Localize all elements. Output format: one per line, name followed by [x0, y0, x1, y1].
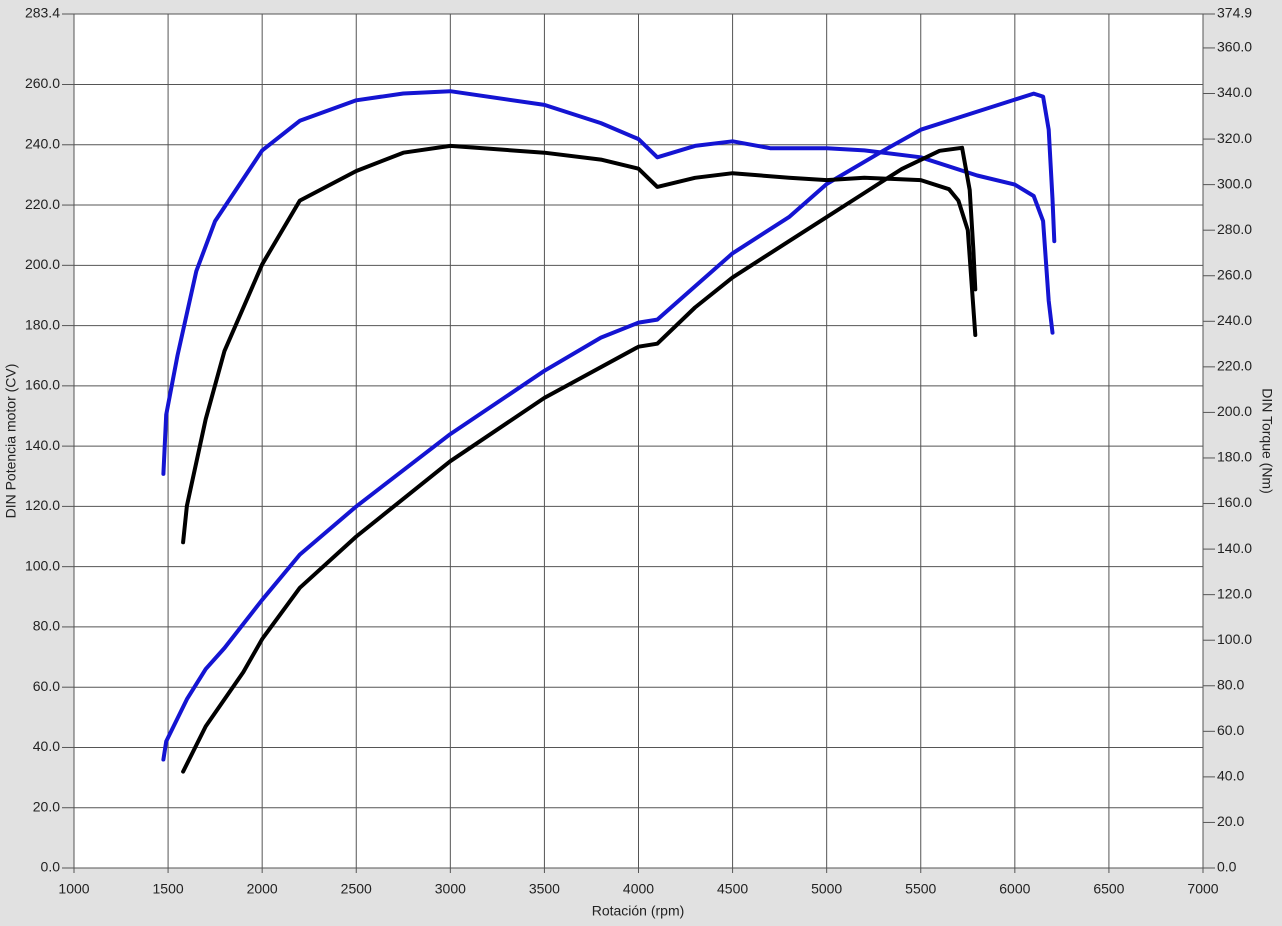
y2-tick-label: 200.0 — [1217, 403, 1252, 419]
y2-tick-label: 160.0 — [1217, 494, 1252, 510]
y2-tick-label: 100.0 — [1217, 631, 1252, 647]
y-axis-label: DIN Potencia motor (CV) — [3, 364, 19, 519]
series-line — [161, 91, 1057, 762]
y-tick-label: 40.0 — [33, 738, 60, 754]
y2-tick-label: 340.0 — [1217, 84, 1252, 100]
y-tick-label: 0.0 — [41, 859, 61, 875]
y-tick-label: 283.4 — [25, 5, 60, 21]
x-tick-label: 1500 — [153, 881, 184, 897]
y2-tick-label: 20.0 — [1217, 813, 1244, 829]
series-line — [181, 143, 978, 545]
y-tick-label: 240.0 — [25, 135, 60, 151]
x-tick-label: 1000 — [58, 881, 89, 897]
y2-tick-label: 220.0 — [1217, 358, 1252, 374]
y2-tick-label: 240.0 — [1217, 312, 1252, 328]
x-tick-label: 3000 — [435, 881, 466, 897]
y-tick-label: 100.0 — [25, 557, 60, 573]
y2-tick-label: 320.0 — [1217, 130, 1252, 146]
y2-tick-label: 0.0 — [1217, 859, 1237, 875]
y2-tick-label: 40.0 — [1217, 768, 1244, 784]
series-line — [161, 89, 1055, 476]
y2-tick-label: 180.0 — [1217, 449, 1252, 465]
y-tick-label: 200.0 — [25, 256, 60, 272]
x-axis-label: Rotación (rpm) — [592, 903, 685, 919]
x-tick-label: 4500 — [717, 881, 748, 897]
y2-tick-label: 300.0 — [1217, 175, 1252, 191]
y2-axis-label: DIN Torque (Nm) — [1259, 388, 1275, 494]
x-tick-label: 4000 — [623, 881, 654, 897]
y-tick-label: 180.0 — [25, 316, 60, 332]
y-tick-label: 220.0 — [25, 196, 60, 212]
y2-tick-label: 60.0 — [1217, 722, 1244, 738]
y-tick-label: 260.0 — [25, 75, 60, 91]
y-tick-label: 120.0 — [25, 497, 60, 513]
y2-tick-label: 120.0 — [1217, 585, 1252, 601]
y-tick-label: 20.0 — [33, 798, 60, 814]
x-tick-label: 2000 — [247, 881, 278, 897]
x-tick-label: 5500 — [905, 881, 936, 897]
y2-tick-label: 360.0 — [1217, 39, 1252, 55]
x-tick-label: 5000 — [811, 881, 842, 897]
y-tick-label: 60.0 — [33, 678, 60, 694]
y2-tick-label: 80.0 — [1217, 676, 1244, 692]
series-line — [181, 145, 978, 774]
x-tick-label: 6000 — [999, 881, 1030, 897]
y-tick-label: 80.0 — [33, 618, 60, 634]
x-tick-label: 6500 — [1093, 881, 1124, 897]
y2-tick-label: 260.0 — [1217, 266, 1252, 282]
y2-tick-label: 374.9 — [1217, 5, 1252, 21]
y2-tick-label: 140.0 — [1217, 540, 1252, 556]
x-tick-label: 7000 — [1187, 881, 1218, 897]
y2-tick-label: 280.0 — [1217, 221, 1252, 237]
x-tick-label: 2500 — [341, 881, 372, 897]
x-tick-label: 3500 — [529, 881, 560, 897]
y-tick-label: 160.0 — [25, 377, 60, 393]
y-tick-label: 140.0 — [25, 437, 60, 453]
